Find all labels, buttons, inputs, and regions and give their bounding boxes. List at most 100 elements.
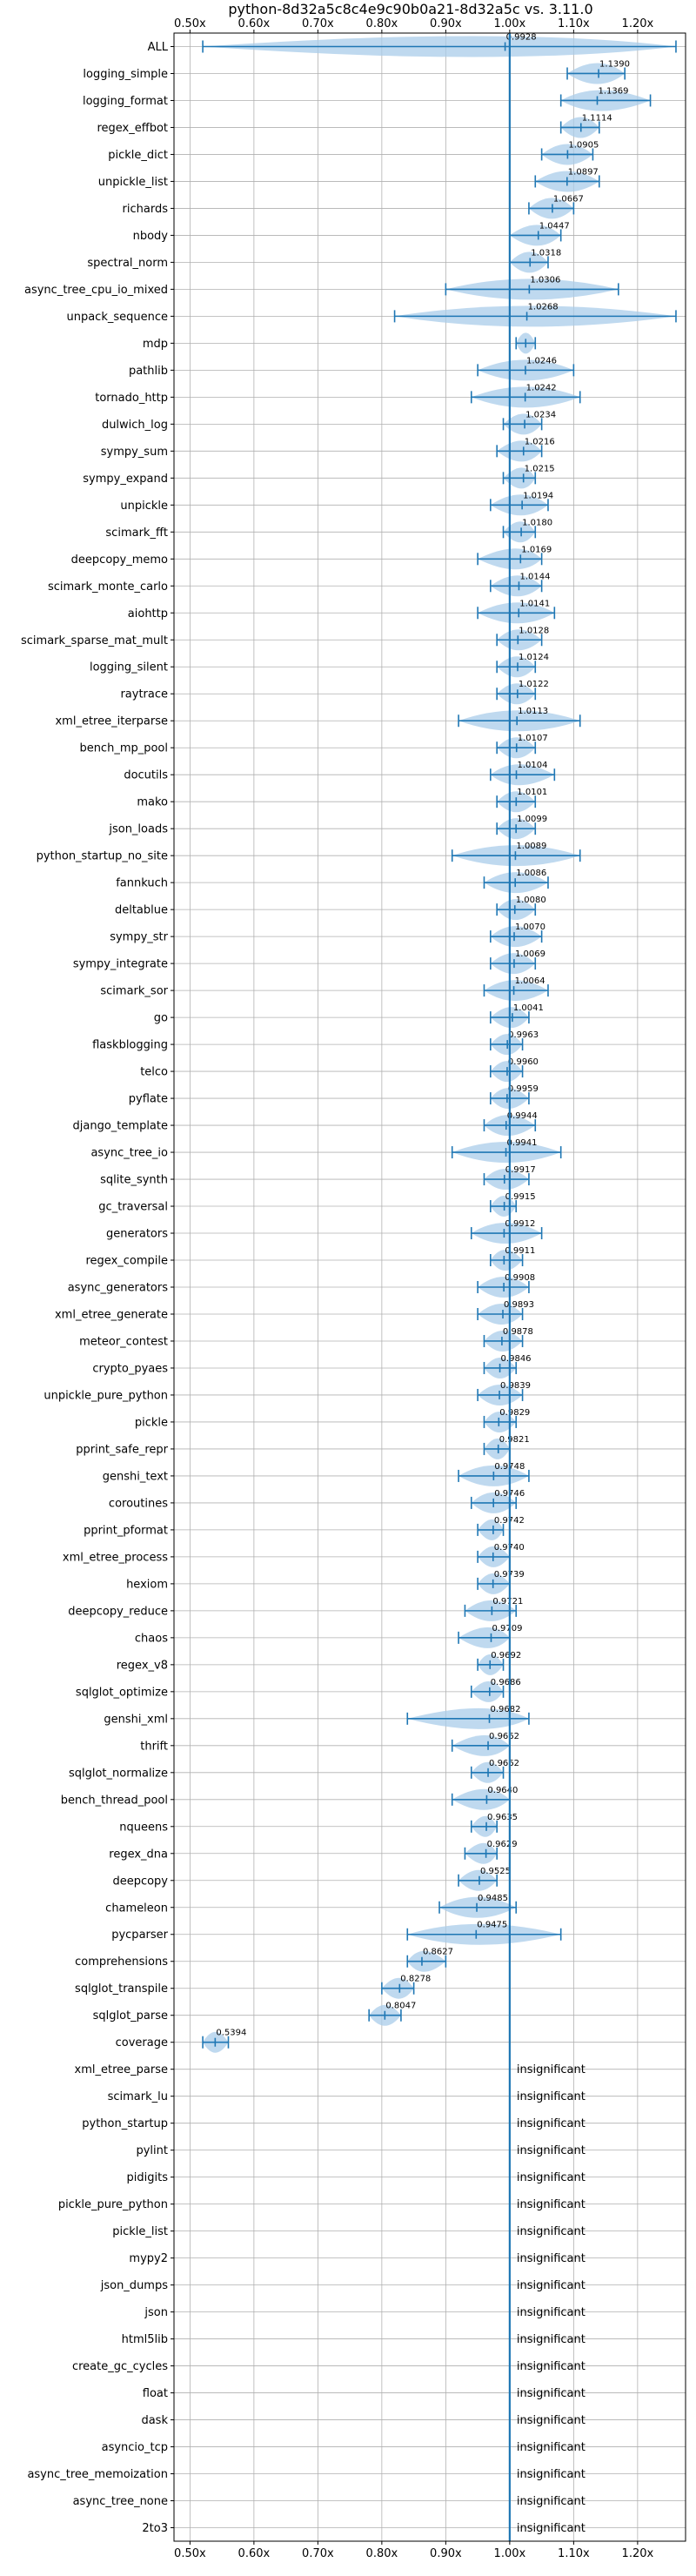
benchmark-label: unpickle [120,500,168,513]
benchmark-label: genshi_text [103,1470,168,1483]
benchmark-label: async_tree_memoization [27,2468,168,2481]
benchmark-rows: 0.9928 1.1390 1.1369 1.1114 1.0905 1.0897 1.06… [202,32,677,2535]
benchmark-label: coroutines [109,1497,168,1510]
value-annotation: 1.0099 [517,815,547,824]
x-tick-label-bottom: 0.70x [302,2547,334,2560]
benchmark-label: django_template [73,1120,168,1133]
x-tick-label-top: 0.50x [174,17,206,30]
value-annotation: 0.9963 [508,1030,539,1040]
value-annotation: 1.0070 [515,922,545,932]
benchmark-label: thrift [140,1740,168,1753]
value-annotation: 1.1369 [598,86,628,96]
value-annotation: 1.0113 [518,707,548,716]
insignificant-label: insignificant [517,2225,586,2238]
value-annotation: 0.9829 [499,1408,530,1418]
insignificant-label: insignificant [517,2117,586,2130]
value-annotation: 0.9662 [489,1732,519,1741]
insignificant-label: insignificant [517,2441,586,2454]
value-annotation: 0.9839 [500,1381,531,1391]
benchmark-label: genshi_xml [104,1713,168,1726]
value-annotation: 0.5394 [216,2029,246,2038]
x-tick-label-top: 0.80x [366,17,398,30]
value-annotation: 1.1114 [582,113,612,123]
benchmark-label: scimark_fft [105,527,168,540]
benchmark-label: async_tree_io [90,1147,168,1160]
insignificant-label: insignificant [517,2495,586,2508]
x-tick-label-bottom: 1.10x [558,2547,590,2560]
benchmark-label: asyncio_tcp [102,2441,168,2454]
insignificant-label: insignificant [517,2333,586,2346]
value-annotation: 1.0318 [531,248,561,258]
benchmark-label: meteor_contest [79,1335,168,1348]
benchmark-label: nqueens [119,1821,168,1834]
benchmark-label: scimark_sparse_mat_mult [21,634,168,647]
insignificant-label: insignificant [517,2144,586,2157]
value-annotation: 0.9485 [478,1894,508,1903]
benchmark-label: pyflate [129,1093,168,1106]
x-tick-label-top: 1.20x [622,17,654,30]
benchmark-label: telco [140,1066,168,1079]
value-annotation: 0.9475 [477,1921,507,1930]
value-annotation: 0.8047 [385,2002,416,2011]
value-annotation: 1.0128 [519,626,549,635]
value-annotation: 1.0086 [516,869,546,878]
benchmark-label: regex_dna [109,1848,168,1861]
benchmark-label: raytrace [120,688,168,701]
benchmark-label: gc_traversal [98,1201,168,1214]
benchmark-label: async_generators [68,1282,169,1295]
benchmark-label: regex_effbot [97,122,168,135]
value-annotation: 1.0667 [553,194,584,204]
benchmark-label: pickle_dict [108,149,168,162]
value-annotation: 1.0169 [521,545,552,554]
benchmark-label: sqlglot_normalize [69,1767,168,1780]
insignificant-label: insignificant [517,2360,586,2373]
benchmark-label: coverage [116,2036,168,2049]
insignificant-label: insignificant [517,2279,586,2292]
insignificant-label: insignificant [517,2198,586,2211]
value-annotation: 1.0306 [530,275,560,285]
value-annotation: 1.0122 [519,680,549,689]
value-annotation: 0.9721 [492,1597,523,1607]
benchmark-label: bench_thread_pool [61,1794,168,1807]
benchmark-label: unpickle_list [98,176,168,189]
value-annotation: 1.0141 [519,599,550,608]
benchmark-label: json_loads [108,823,168,836]
insignificant-label: insignificant [517,2252,586,2265]
benchmark-label: logging_silent [90,661,168,674]
x-tick-label-top: 1.10x [558,17,590,30]
value-annotation: 0.9941 [507,1138,538,1148]
value-annotation: 1.1390 [599,59,630,69]
value-annotation: 0.9960 [508,1057,539,1067]
x-tick-label-bottom: 0.50x [174,2547,206,2560]
benchmark-label: bench_mp_pool [79,742,168,755]
value-annotation: 0.8627 [423,1948,453,1957]
benchmark-label: pickle [135,1416,168,1429]
benchmark-label: create_gc_cycles [72,2360,168,2373]
insignificant-label: insignificant [517,2306,586,2319]
benchmark-label: flaskblogging [92,1039,168,1052]
insignificant-label: insignificant [517,2468,586,2481]
x-tick-label-bottom: 0.60x [238,2547,271,2560]
insignificant-label: insignificant [517,2090,586,2103]
value-annotation: 0.9959 [508,1084,539,1094]
benchmark-label: logging_simple [83,68,168,81]
value-annotation: 1.0064 [515,976,545,986]
benchmark-label: html5lib [122,2333,168,2346]
benchmark-label: async_tree_cpu_io_mixed [24,284,168,297]
benchmark-label: json_dumps [100,2279,168,2292]
value-annotation: 1.0447 [539,221,570,231]
value-annotation: 1.0897 [568,167,599,177]
benchmark-label: fannkuch [116,877,168,890]
value-annotation: 1.0080 [516,896,546,905]
value-annotation: 0.9911 [505,1246,535,1256]
benchmark-label: float [143,2387,168,2400]
x-tick-label-bottom: 0.90x [430,2547,462,2560]
benchmark-label: sqlite_synth [100,1174,168,1187]
value-annotation: 0.8278 [400,1975,431,1984]
benchmark-label: 2to3 [142,2522,168,2535]
value-annotation: 1.0101 [517,788,547,797]
benchmark-label: xml_etree_iterparse [55,715,168,728]
benchmark-label: regex_v8 [117,1659,168,1672]
benchmark-label: dulwich_log [102,419,168,432]
